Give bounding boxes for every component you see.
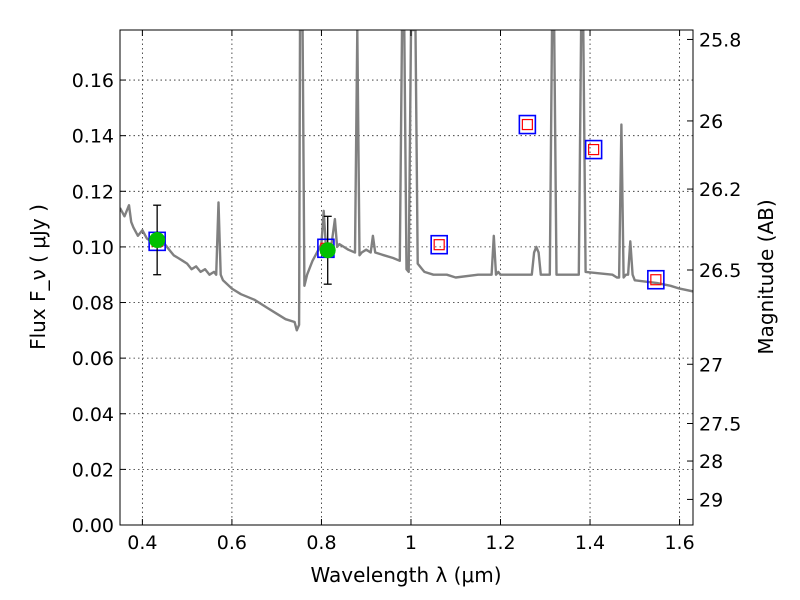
y-axis-label-right: Magnitude (AB) — [754, 199, 778, 354]
gridlines — [120, 30, 693, 526]
model-point-inner — [433, 239, 445, 251]
x-axis-label: Wavelength λ (μm) — [310, 563, 501, 587]
model-point-inner — [521, 118, 533, 131]
y-tick-label: 0.10 — [72, 237, 114, 259]
model-point-box — [584, 139, 603, 160]
right-tick-label: 27.5 — [699, 413, 741, 435]
right-tick-label: 29 — [699, 489, 723, 511]
model-point-box — [647, 269, 665, 290]
model-point-inner — [650, 274, 662, 286]
observed-point — [319, 242, 336, 259]
model-point-box — [518, 114, 537, 135]
x-tick-label: 0.4 — [127, 532, 157, 554]
y-tick-label: 0.14 — [72, 126, 114, 148]
y-tick-label: 0.02 — [72, 459, 114, 481]
observed-point — [149, 231, 166, 248]
right-tick-label: 26 — [699, 111, 723, 133]
y-tick-label: 0.12 — [72, 181, 114, 203]
right-tick-label: 25.8 — [699, 29, 741, 51]
model-point-inner — [588, 143, 600, 156]
tick-labels-group: 0.4 0.6 0.8 1 1.2 1.4 1.6 0.00 0.02 0.04 0.06 0.08 0… — [72, 29, 742, 554]
x-tick-label: 1 — [405, 532, 417, 554]
y-tick-label: 0.04 — [72, 404, 114, 426]
x-tick-label: 1.6 — [664, 532, 694, 554]
right-tick-label: 27 — [699, 354, 723, 376]
ticks-group — [120, 30, 693, 526]
y-tick-label: 0.16 — [72, 70, 114, 92]
right-tick-label: 28 — [699, 451, 723, 473]
x-tick-label: 1.4 — [575, 532, 605, 554]
points-group — [148, 114, 665, 290]
y-tick-label: 0.06 — [72, 348, 114, 370]
y-axis-label-left: Flux F_ν ( μJy ) — [26, 204, 50, 350]
right-tick-label: 26.2 — [699, 179, 741, 201]
spectrum-group — [120, 30, 693, 332]
y-tick-label: 0.00 — [72, 515, 114, 537]
plot-frame — [119, 29, 694, 526]
model-point-box — [430, 234, 448, 255]
x-tick-label: 1.2 — [485, 532, 515, 554]
spectrum-line — [120, 30, 693, 332]
x-tick-label: 0.6 — [217, 532, 247, 554]
y-tick-label: 0.08 — [72, 293, 114, 315]
right-tick-label: 26.5 — [699, 260, 741, 282]
x-tick-label: 0.8 — [306, 532, 336, 554]
